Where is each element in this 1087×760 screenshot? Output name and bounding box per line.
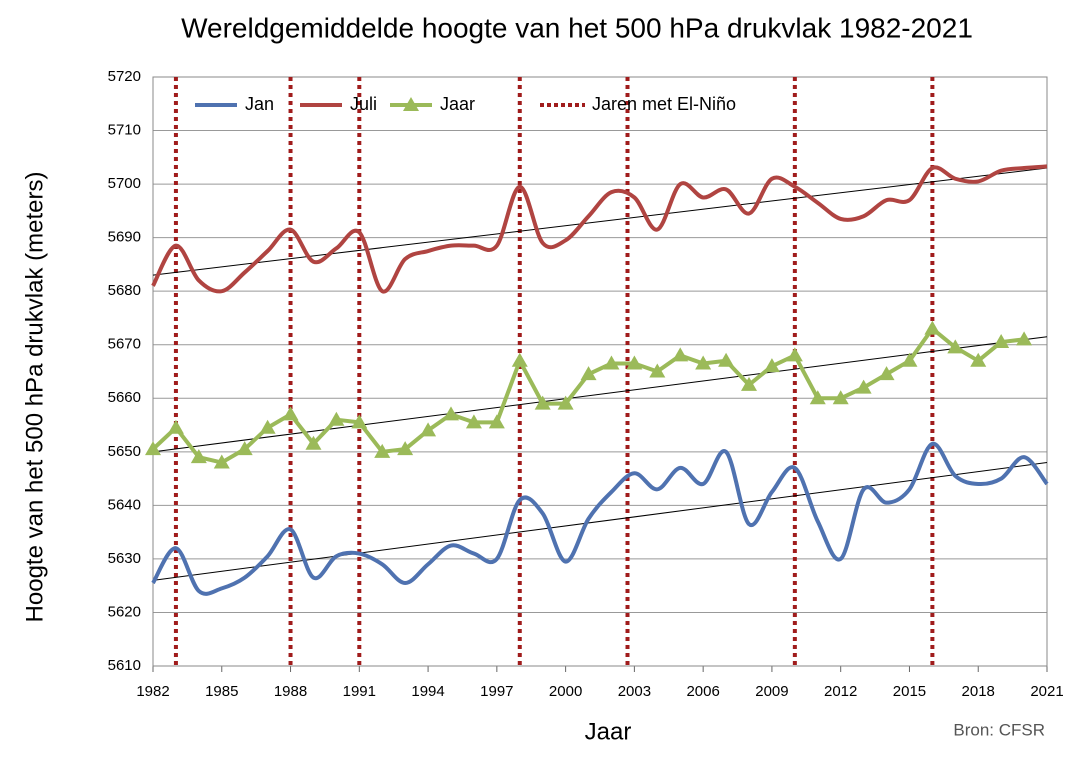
x-tick-label: 1991 <box>343 683 376 700</box>
marker <box>511 352 528 367</box>
marker <box>465 414 482 429</box>
marker <box>970 352 987 367</box>
trend-line <box>152 462 1048 581</box>
marker <box>993 334 1010 349</box>
y-tick-label: 5610 <box>108 657 141 674</box>
series-line <box>151 441 1049 596</box>
marker <box>855 379 872 394</box>
legend-label: Jaar <box>440 94 475 114</box>
marker <box>695 355 712 370</box>
x-tick-label: 2009 <box>755 683 788 700</box>
x-tick-label: 2015 <box>893 683 926 700</box>
x-tick-label: 2000 <box>549 683 582 700</box>
marker <box>374 443 391 458</box>
marker <box>259 419 276 434</box>
y-tick-label: 5650 <box>108 443 141 460</box>
marker <box>626 355 643 370</box>
marker <box>443 406 459 421</box>
legend-label: Juli <box>350 94 377 114</box>
y-tick-label: 5670 <box>108 336 141 353</box>
marker <box>236 441 253 456</box>
legend-label: Jan <box>245 94 274 114</box>
series-line <box>151 164 1048 294</box>
y-tick-label: 5660 <box>108 389 141 406</box>
marker <box>488 414 505 429</box>
x-tick-label: 1985 <box>205 683 238 700</box>
y-tick-label: 5640 <box>108 496 141 513</box>
x-tick-label: 1982 <box>136 683 169 700</box>
x-tick-label: 2003 <box>618 683 651 700</box>
marker <box>351 414 368 429</box>
y-tick-label: 5710 <box>108 122 141 139</box>
legend-marker <box>403 97 419 111</box>
marker <box>809 390 826 405</box>
y-tick-label: 5620 <box>108 603 141 620</box>
marker <box>672 347 689 362</box>
source: Bron: CFSR <box>953 720 1045 739</box>
marker <box>763 358 780 373</box>
marker <box>924 320 941 335</box>
plot-border <box>152 76 1048 667</box>
x-tick-label: 1997 <box>480 683 513 700</box>
y-tick-label: 5680 <box>108 282 141 299</box>
x-tick-label: 2018 <box>962 683 995 700</box>
trend-line <box>152 167 1048 276</box>
marker <box>718 352 735 367</box>
x-tick-label: 2021 <box>1030 683 1063 700</box>
x-tick-label: 2006 <box>686 683 719 700</box>
y-tick-label: 5720 <box>108 68 141 85</box>
marker <box>786 347 803 362</box>
y-tick-label: 5700 <box>108 175 141 192</box>
trend-line <box>152 336 1048 453</box>
x-tick-label: 1994 <box>411 683 444 700</box>
marker <box>649 363 666 378</box>
marker <box>832 390 849 405</box>
marker <box>328 411 345 426</box>
y-tick-label: 5690 <box>108 229 141 246</box>
marker <box>534 395 551 410</box>
x-tick-label: 2012 <box>824 683 857 700</box>
marker <box>213 454 230 469</box>
chart-title: Wereldgemiddelde hoogte van het 500 hPa … <box>181 12 973 43</box>
x-axis-label: Jaar <box>585 718 632 745</box>
marker <box>901 352 918 367</box>
marker <box>741 376 757 391</box>
marker <box>947 339 964 354</box>
marker <box>145 441 161 456</box>
y-tick-label: 5630 <box>108 550 141 567</box>
marker <box>420 422 437 437</box>
marker <box>557 395 574 410</box>
marker <box>167 419 184 434</box>
marker <box>878 366 895 381</box>
marker <box>282 406 299 421</box>
x-tick-label: 1988 <box>274 683 307 700</box>
legend-label: Jaren met El-Niño <box>592 94 736 114</box>
marker <box>190 449 207 464</box>
marker <box>397 441 414 456</box>
marker <box>305 435 322 450</box>
y-axis-label: Hoogte van het 500 hPa drukvlak (meters) <box>21 172 48 623</box>
marker <box>603 355 620 370</box>
marker <box>580 366 597 381</box>
marker <box>1016 331 1033 346</box>
